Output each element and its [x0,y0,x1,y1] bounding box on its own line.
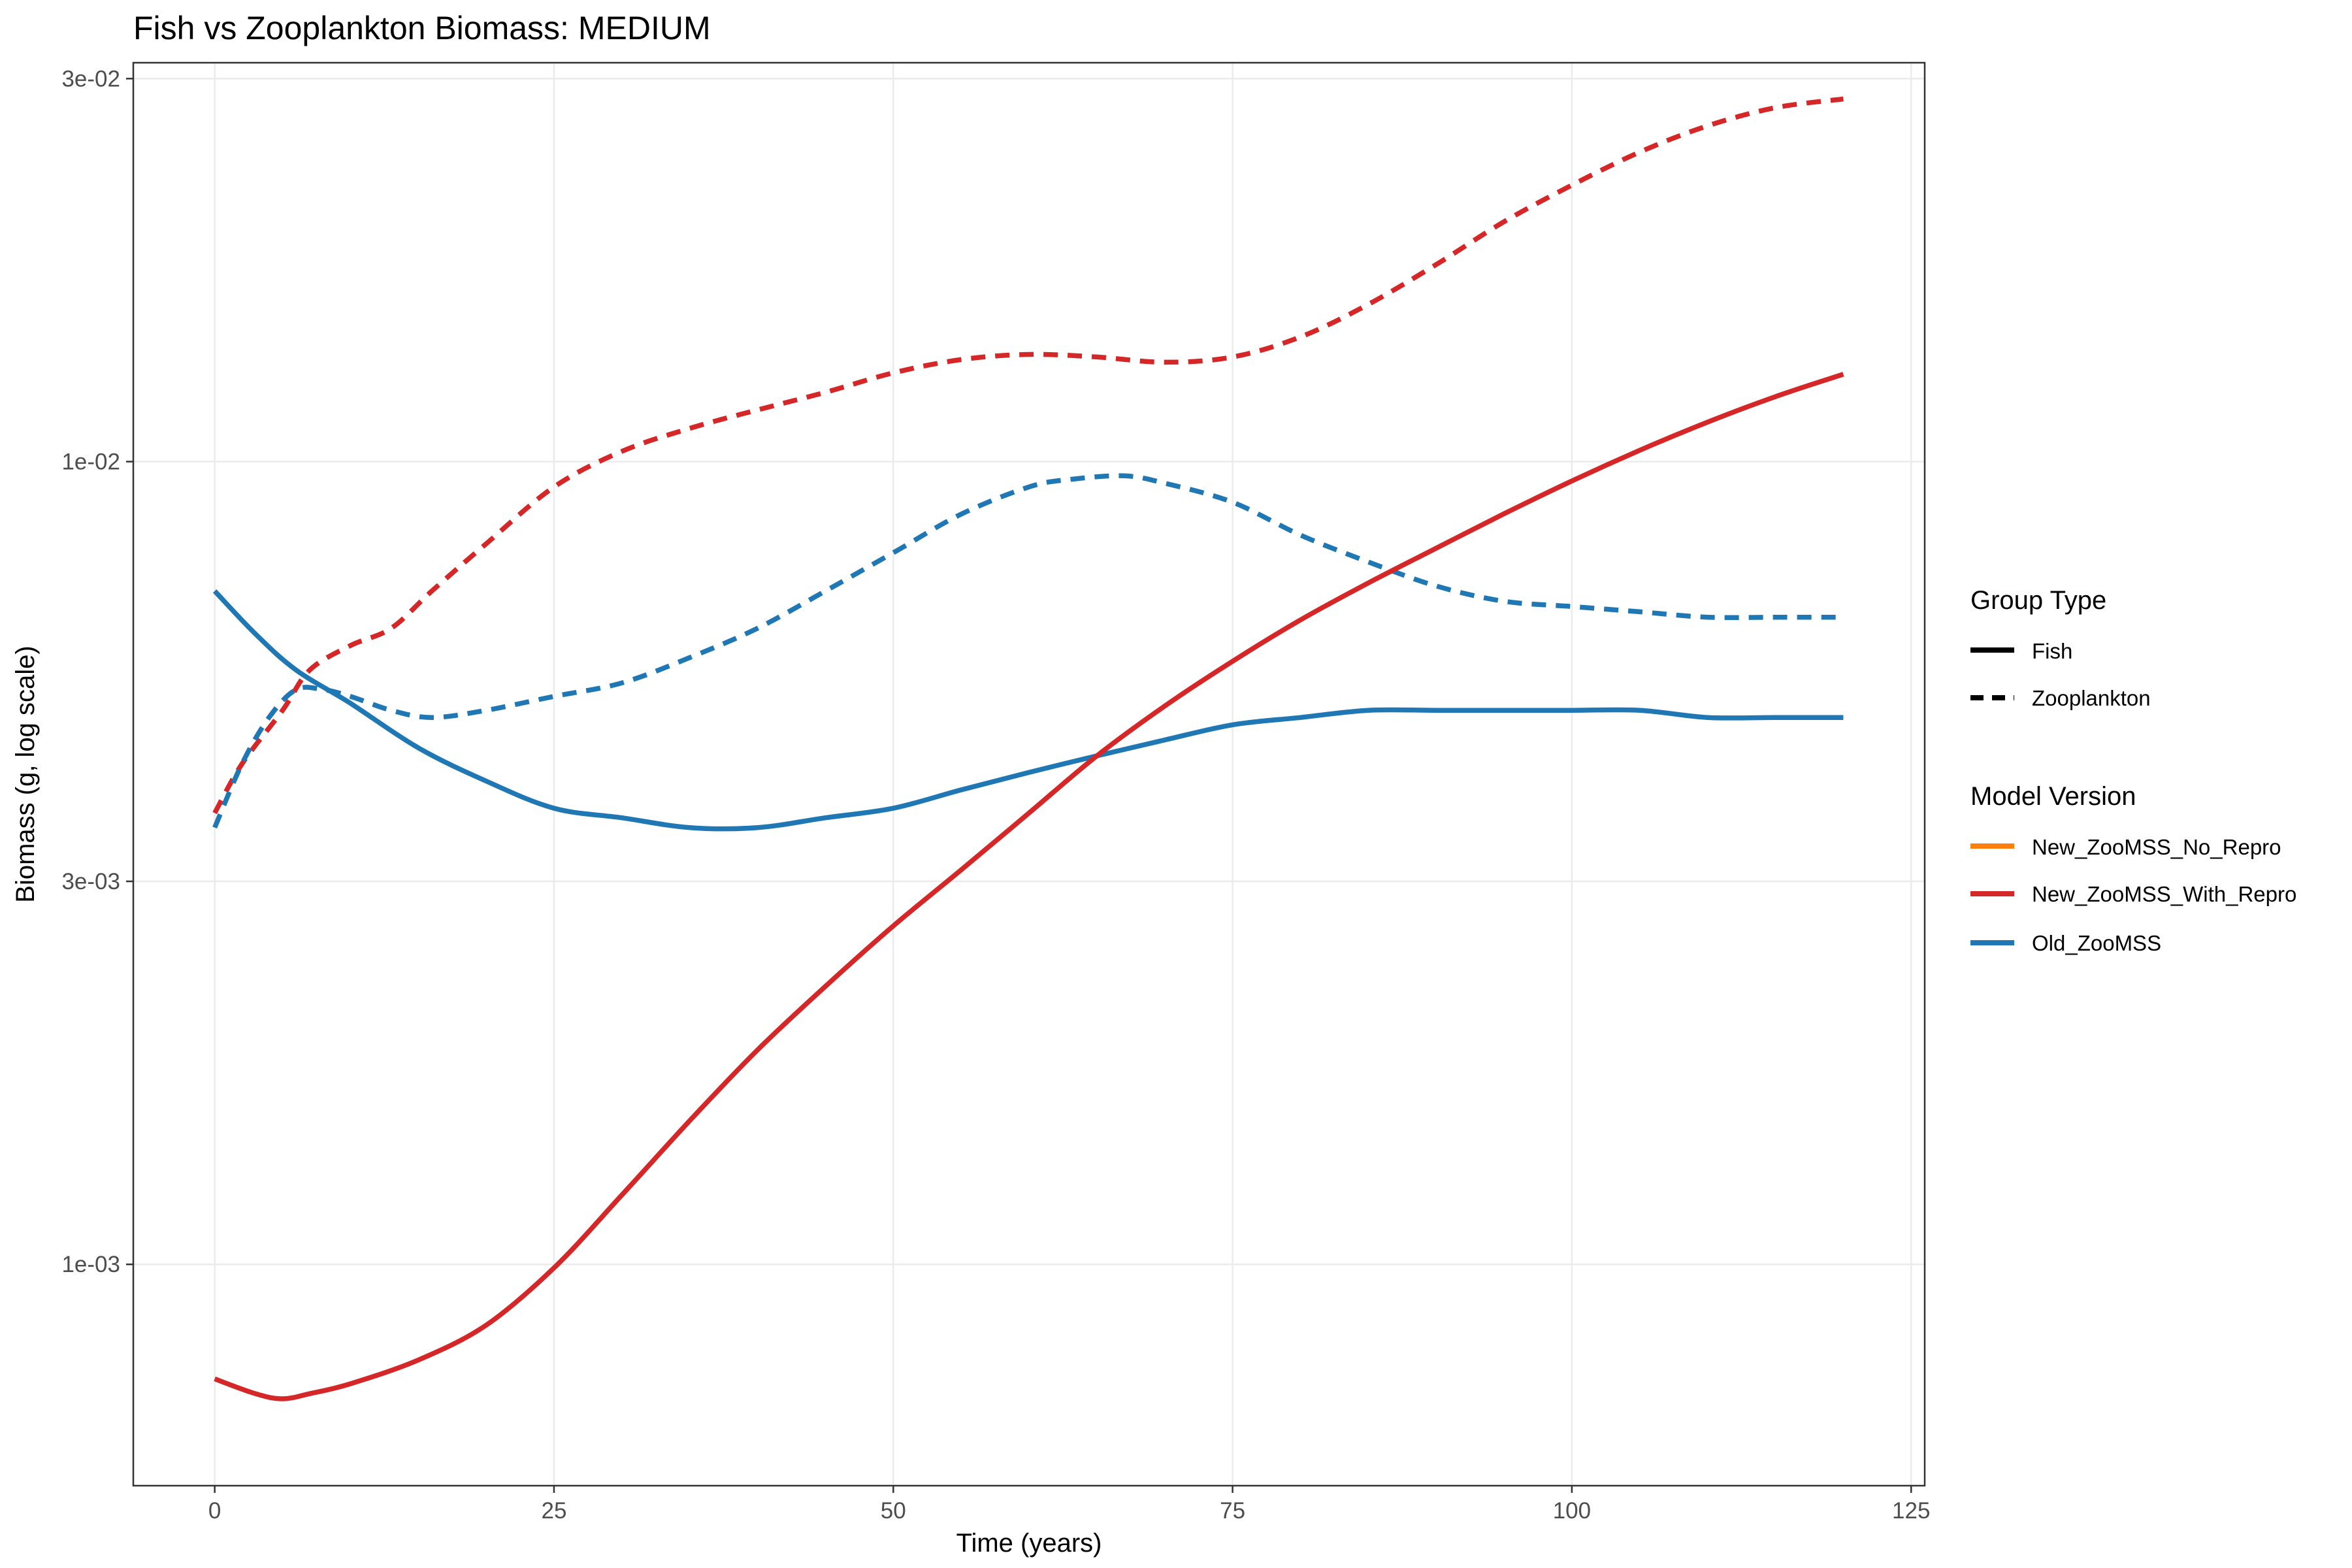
legend: Group Type Fish Zooplankton Model Versio… [1970,586,2296,955]
x-tick-label: 75 [1220,1498,1245,1524]
legend-title-model-version: Model Version [1970,782,2136,811]
x-tick-label: 0 [208,1498,221,1524]
legend-label-new-zoomss-with-repro: New_ZooMSS_With_Repro [2032,882,2296,906]
legend-label-zooplankton: Zooplankton [2032,686,2151,710]
series-old-zoomss-fish [212,589,1844,832]
x-tick-label: 100 [1553,1498,1591,1524]
x-tick-label: 50 [881,1498,906,1524]
legend-label-fish: Fish [2032,639,2072,663]
y-tick-label: 3e-03 [61,869,120,894]
x-tick-label: 25 [541,1498,566,1524]
legend-title-group-type: Group Type [1970,586,2106,615]
series-old-zoomss-zooplankton [212,473,1844,829]
legend-label-old-zoomss: Old_ZooMSS [2032,931,2161,955]
series-new-zoomss-with-repro-zooplankton [212,96,1844,815]
plot-series [212,96,1844,1401]
plot-panel-border [132,61,1926,1487]
y-tick-label: 3e-02 [61,66,120,91]
grid [133,63,1925,1486]
legend-label-new-zoomss-no-repro: New_ZooMSS_No_Repro [2032,835,2281,859]
axis-ticks: 0 25 50 75 100 125 1e-03 3e-03 1e-02 3e-02 [61,66,1930,1524]
y-tick-label: 1e-03 [61,1252,120,1277]
y-axis-title: Biomass (g, log scale) [11,645,40,902]
series-new-zoomss-with-repro-fish [214,372,1844,1401]
x-tick-label: 125 [1892,1498,1930,1524]
y-tick-label: 1e-02 [61,449,120,475]
x-axis-title: Time (years) [956,1529,1102,1558]
chart-title: Fish vs Zooplankton Biomass: MEDIUM [133,10,711,46]
